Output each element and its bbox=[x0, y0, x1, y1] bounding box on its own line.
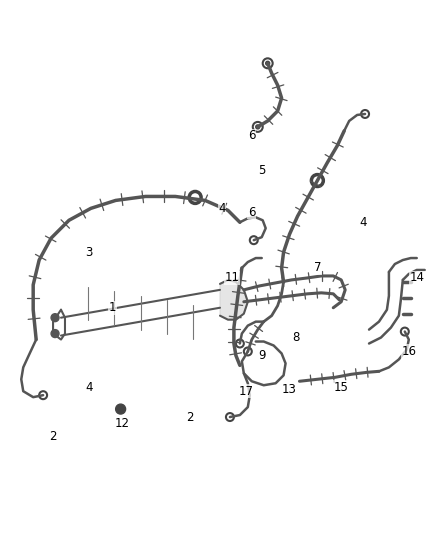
Text: 4: 4 bbox=[218, 202, 226, 215]
Circle shape bbox=[116, 404, 126, 414]
Text: 14: 14 bbox=[409, 271, 424, 285]
Text: 4: 4 bbox=[359, 216, 367, 229]
Text: 17: 17 bbox=[238, 385, 253, 398]
Text: 15: 15 bbox=[334, 381, 349, 394]
Text: 7: 7 bbox=[314, 262, 321, 274]
Text: 12: 12 bbox=[115, 416, 130, 430]
Text: 3: 3 bbox=[85, 246, 92, 259]
Circle shape bbox=[256, 125, 260, 129]
Text: 6: 6 bbox=[248, 206, 255, 219]
Circle shape bbox=[51, 329, 59, 337]
Text: 1: 1 bbox=[109, 301, 117, 314]
Circle shape bbox=[266, 61, 270, 65]
Text: 16: 16 bbox=[401, 345, 416, 358]
Text: 8: 8 bbox=[292, 331, 299, 344]
Text: 4: 4 bbox=[85, 381, 92, 394]
Text: 9: 9 bbox=[258, 349, 265, 362]
Text: 2: 2 bbox=[49, 431, 57, 443]
Text: 6: 6 bbox=[248, 130, 255, 142]
Text: 5: 5 bbox=[258, 164, 265, 177]
Polygon shape bbox=[220, 280, 248, 320]
Text: 2: 2 bbox=[187, 410, 194, 424]
Text: 11: 11 bbox=[224, 271, 240, 285]
Circle shape bbox=[51, 314, 59, 321]
Text: 13: 13 bbox=[282, 383, 297, 395]
